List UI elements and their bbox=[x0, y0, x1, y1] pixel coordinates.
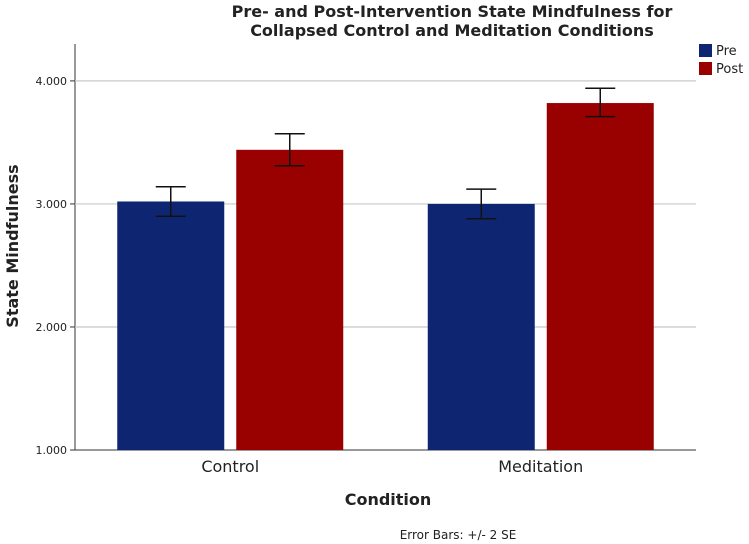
x-axis-title: Condition bbox=[345, 490, 432, 509]
chart-title-line-1: Pre- and Post-Intervention State Mindful… bbox=[232, 2, 673, 21]
legend-label-post: Post bbox=[716, 62, 743, 77]
chart-title-line-2: Collapsed Control and Meditation Conditi… bbox=[250, 21, 654, 40]
bar-pre-meditation bbox=[427, 203, 535, 450]
error-bar-pre-control bbox=[155, 185, 186, 217]
y-tick-label: 2.000 bbox=[36, 321, 68, 334]
error-bar-post-meditation bbox=[585, 87, 616, 118]
chart-title: Pre- and Post-Intervention State Mindful… bbox=[232, 2, 673, 40]
legend: Pre Post bbox=[699, 44, 743, 77]
error-bar-pre-meditation bbox=[466, 188, 497, 220]
error-bars-note: Error Bars: +/- 2 SE bbox=[400, 528, 517, 542]
x-category-label: Meditation bbox=[498, 457, 583, 476]
y-tick-label: 4.000 bbox=[36, 75, 68, 88]
y-tick-label: 3.000 bbox=[36, 198, 68, 211]
y-tick-label: 1.000 bbox=[36, 444, 68, 457]
legend-label-pre: Pre bbox=[716, 44, 737, 59]
bar-pre-control bbox=[117, 201, 225, 450]
legend-swatch-pre bbox=[699, 44, 712, 57]
bar-post-meditation bbox=[546, 103, 654, 451]
error-bar-post-control bbox=[274, 133, 305, 167]
y-axis-title: State Mindfulness bbox=[3, 164, 22, 327]
bar-post-control bbox=[236, 149, 344, 450]
x-category-label: Control bbox=[201, 457, 259, 476]
legend-swatch-post bbox=[699, 62, 712, 75]
